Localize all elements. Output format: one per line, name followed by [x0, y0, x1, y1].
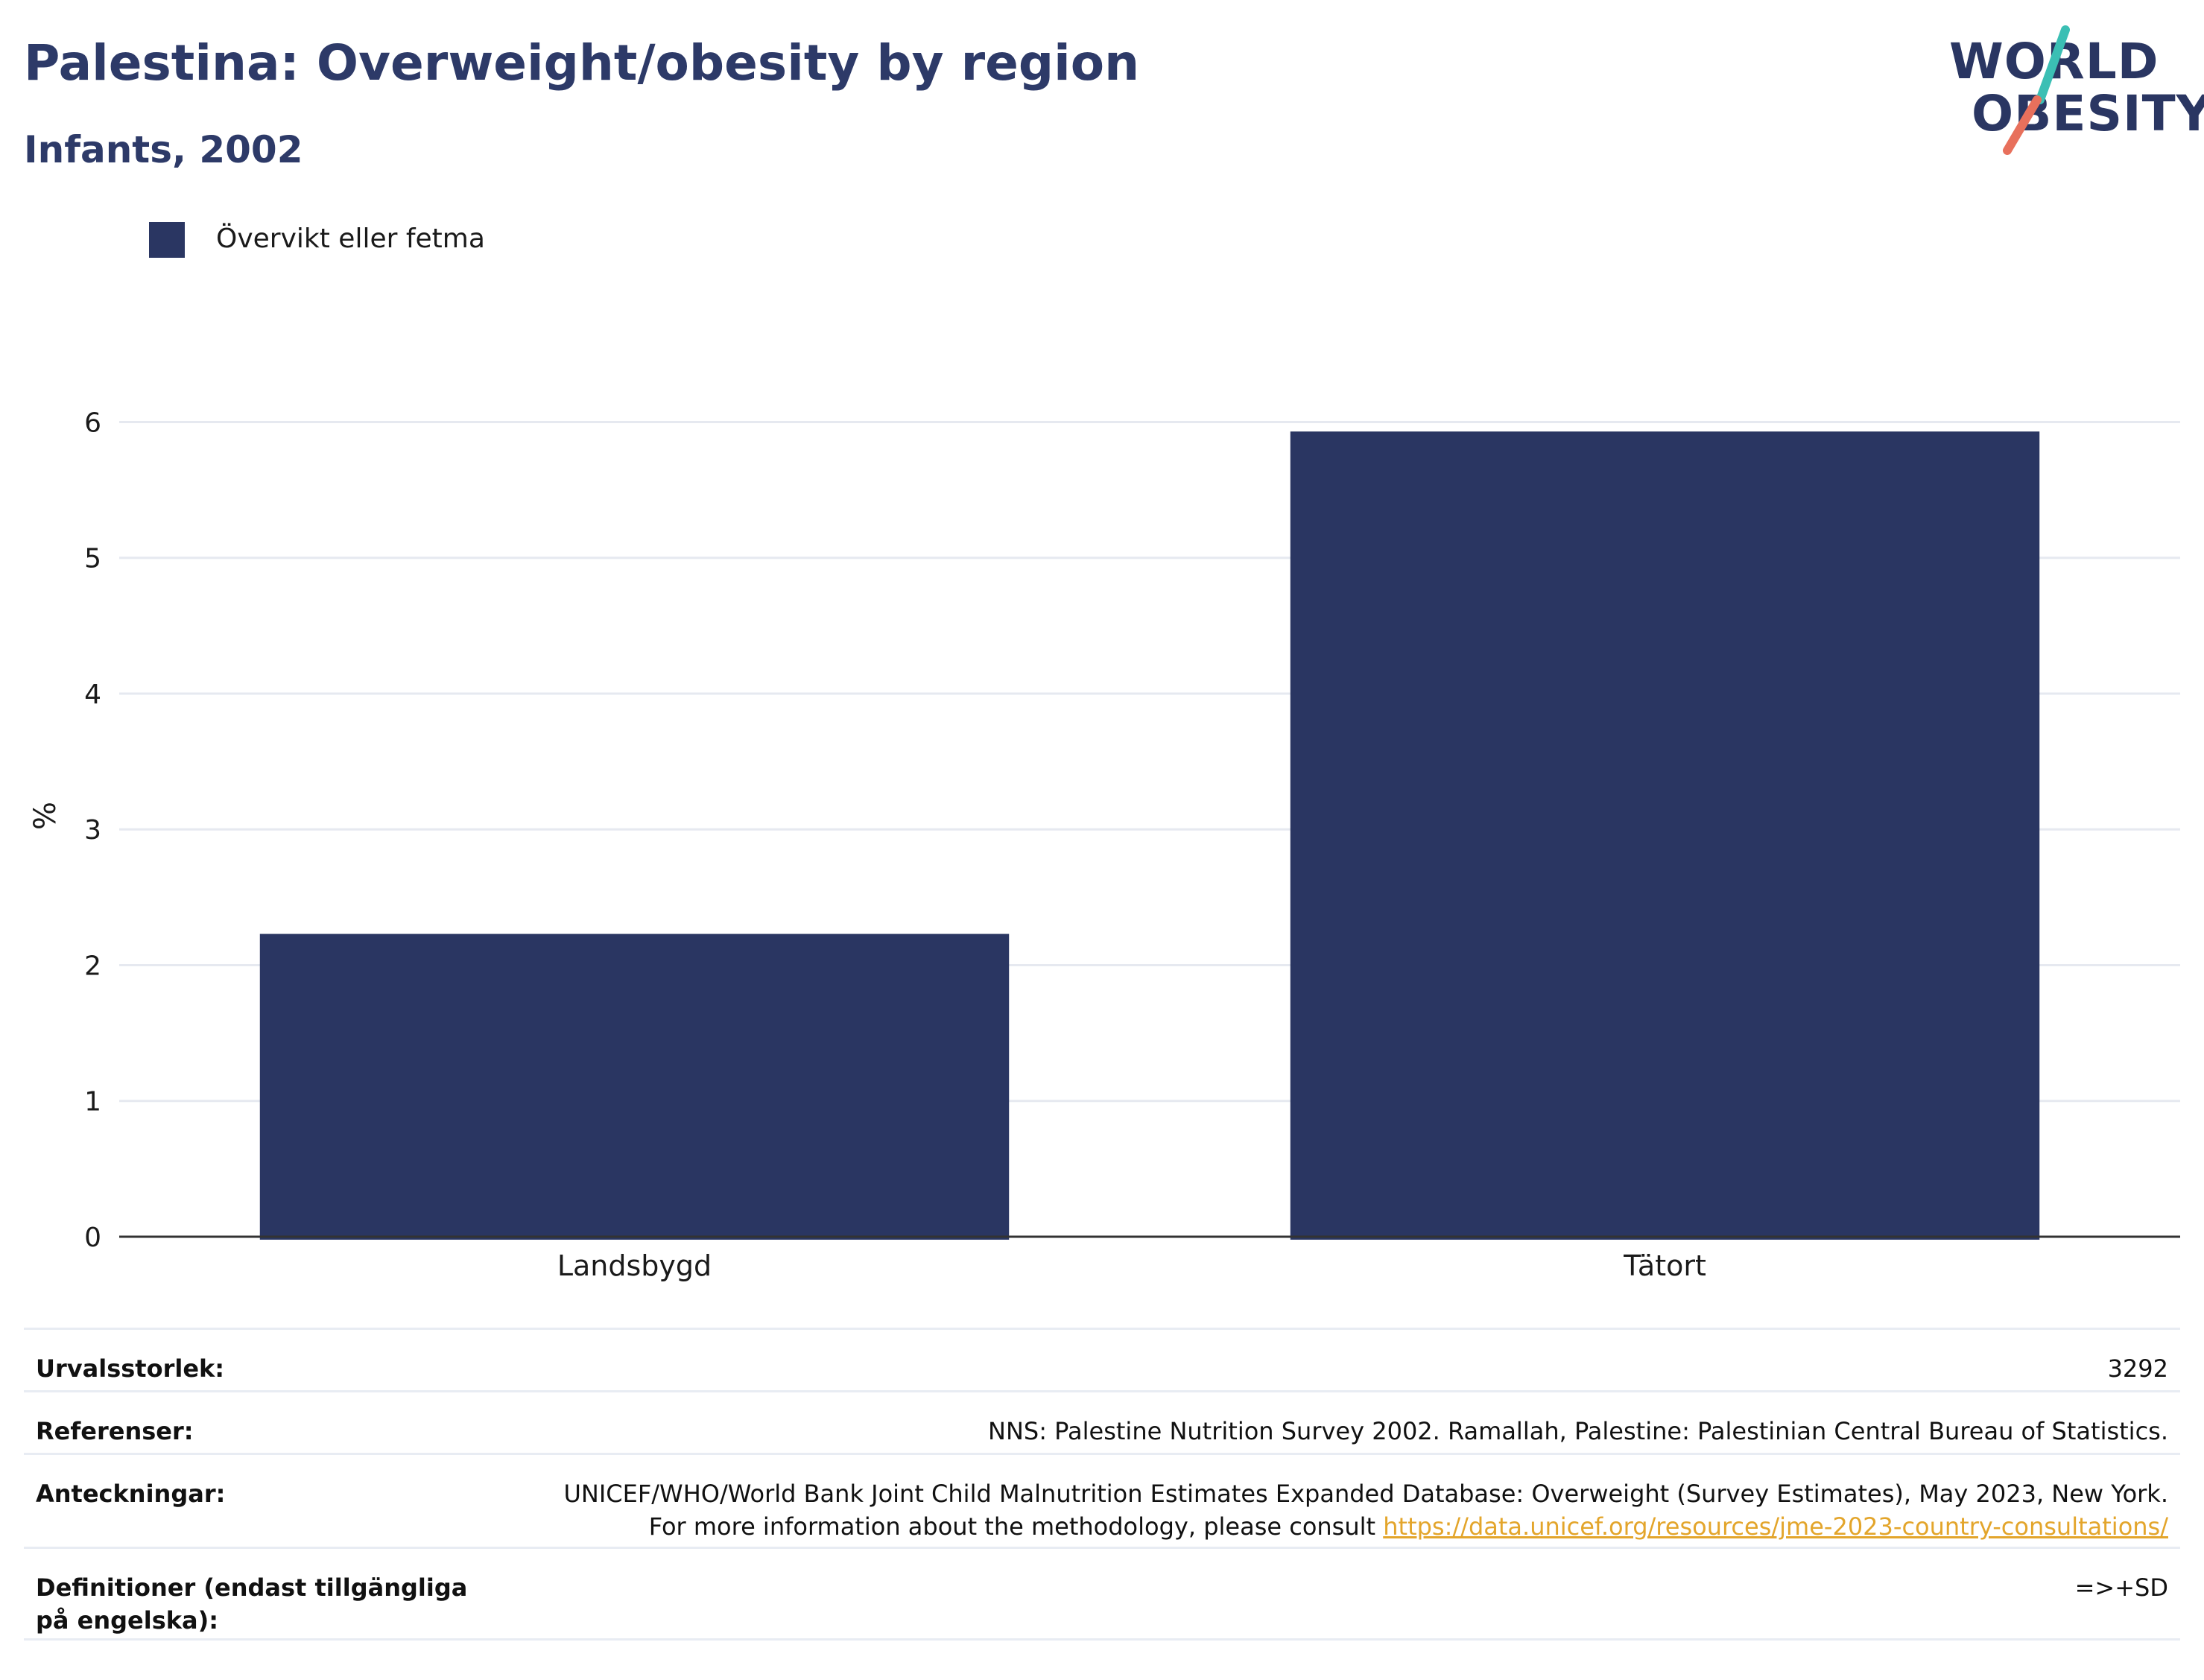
- y-axis-label: %: [28, 802, 63, 830]
- y-tick-label: 3: [84, 815, 101, 846]
- bar-landsbygd: [259, 933, 1010, 1240]
- notes-text: UNICEF/WHO/World Bank Joint Child Malnut…: [563, 1480, 2169, 1541]
- info-key-notes: Anteckningar:: [36, 1480, 226, 1508]
- y-tick-label: 4: [84, 679, 101, 710]
- y-tick-label: 1: [84, 1087, 101, 1118]
- info-key-definitions: Definitioner (endast tillgängliga på eng…: [36, 1573, 468, 1635]
- logo-line2: OBESITY: [1972, 85, 2204, 142]
- legend-label: Övervikt eller fetma: [216, 224, 485, 254]
- world-obesity-logo: WORLD OBESITY: [1945, 21, 2204, 155]
- logo-slash-icon: [2003, 25, 2070, 155]
- y-tick-label: 6: [84, 408, 101, 438]
- chart-title: Palestina: Overweight/obesity by region: [24, 34, 1140, 92]
- y-tick-label: 2: [84, 951, 101, 981]
- info-key-sample-size: Urvalsstorlek:: [36, 1354, 225, 1383]
- info-value-definitions: =>+SD: [2074, 1573, 2168, 1602]
- info-value-sample-size: 3292: [2107, 1354, 2168, 1383]
- info-row-notes: Anteckningar: UNICEF/WHO/World Bank Join…: [24, 1453, 2180, 1547]
- info-key-references: Referenser:: [36, 1417, 194, 1445]
- chart-subtitle: Infants, 2002: [24, 128, 303, 171]
- info-row-definitions: Definitioner (endast tillgängliga på eng…: [24, 1547, 2180, 1641]
- info-row-references: Referenser: NNS: Palestine Nutrition Sur…: [24, 1390, 2180, 1453]
- info-value-references: NNS: Palestine Nutrition Survey 2002. Ra…: [988, 1417, 2168, 1445]
- info-value-notes: UNICEF/WHO/World Bank Joint Child Malnut…: [557, 1477, 2169, 1543]
- x-tick-label: Landsbygd: [557, 1249, 712, 1282]
- y-tick-label: 0: [84, 1223, 101, 1253]
- methodology-link[interactable]: https://data.unicef.org/resources/jme-20…: [1383, 1512, 2168, 1541]
- bar-chart: 0 1 2 3 4 5 6 Landsbygd Tätort%: [28, 408, 2180, 1282]
- y-tick-label: 5: [84, 544, 101, 574]
- info-table: Urvalsstorlek: 3292 Referenser: NNS: Pal…: [24, 1328, 2180, 1641]
- legend-swatch: [149, 222, 185, 258]
- info-row-sample-size: Urvalsstorlek: 3292: [24, 1328, 2180, 1390]
- x-tick-label: Tätort: [1623, 1249, 1706, 1282]
- bar-tätort: [1290, 431, 2040, 1240]
